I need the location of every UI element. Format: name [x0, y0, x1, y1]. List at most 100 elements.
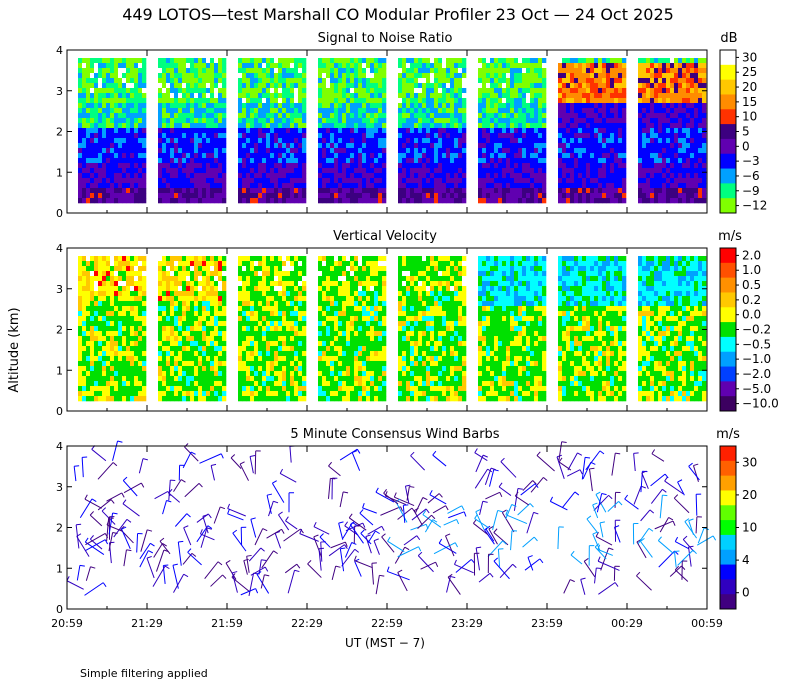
- heatmap-cell: [126, 381, 131, 387]
- heatmap-cell: [670, 93, 675, 99]
- heatmap-cell: [434, 73, 439, 79]
- heatmap-cell: [606, 173, 611, 179]
- heatmap-cell: [454, 78, 459, 84]
- heatmap-cell: [422, 58, 427, 64]
- y-tick-label: 1: [56, 166, 63, 179]
- heatmap-cell: [338, 123, 343, 129]
- heatmap-cell: [134, 281, 139, 287]
- heatmap-cell: [682, 178, 687, 184]
- heatmap-cell: [494, 158, 499, 164]
- heatmap-cell: [558, 83, 563, 89]
- heatmap-cell: [358, 168, 363, 174]
- heatmap-cell: [106, 163, 111, 169]
- heatmap-cell: [338, 128, 343, 134]
- heatmap-cell: [398, 128, 403, 134]
- heatmap-cell: [190, 88, 195, 94]
- heatmap-cell: [406, 163, 411, 169]
- heatmap-cell: [518, 188, 523, 194]
- heatmap-cell: [414, 88, 419, 94]
- heatmap-cell: [562, 118, 567, 124]
- heatmap-cell: [462, 178, 467, 184]
- heatmap-cell: [290, 193, 295, 199]
- heatmap-cell: [582, 78, 587, 84]
- heatmap-cell: [538, 198, 543, 204]
- heatmap-cell: [102, 188, 107, 194]
- heatmap-cell: [210, 178, 215, 184]
- heatmap-cell: [274, 138, 279, 144]
- heatmap-cell: [182, 276, 187, 282]
- heatmap-cell: [518, 93, 523, 99]
- heatmap-cell: [638, 108, 643, 114]
- heatmap-cell: [526, 148, 531, 154]
- heatmap-cell: [382, 118, 387, 124]
- heatmap-cell: [598, 118, 603, 124]
- heatmap-cell: [434, 158, 439, 164]
- heatmap-cell: [250, 128, 255, 134]
- heatmap-cell: [270, 148, 275, 154]
- heatmap-cell: [282, 138, 287, 144]
- heatmap-cell: [610, 148, 615, 154]
- heatmap-cell: [622, 163, 627, 169]
- heatmap-cell: [354, 58, 359, 64]
- heatmap-cell: [370, 98, 375, 104]
- heatmap-cell: [114, 356, 119, 362]
- heatmap-cell: [346, 83, 351, 89]
- heatmap-cell: [530, 123, 535, 129]
- heatmap-cell: [206, 306, 211, 312]
- heatmap-cell: [494, 193, 499, 199]
- heatmap-cell: [374, 143, 379, 149]
- heatmap-cell: [526, 78, 531, 84]
- heatmap-cell: [102, 68, 107, 74]
- heatmap-cell: [430, 98, 435, 104]
- heatmap-cell: [270, 193, 275, 199]
- heatmap-cell: [502, 188, 507, 194]
- heatmap-cell: [158, 301, 163, 307]
- heatmap-cell: [346, 198, 351, 204]
- heatmap-cell: [682, 73, 687, 79]
- heatmap-cell: [102, 331, 107, 337]
- heatmap-cell: [174, 311, 179, 317]
- heatmap-cell: [78, 78, 83, 84]
- heatmap-cell: [238, 198, 243, 204]
- heatmap-cell: [506, 108, 511, 114]
- heatmap-cell: [482, 93, 487, 99]
- heatmap-cell: [566, 78, 571, 84]
- heatmap-cell: [98, 291, 103, 297]
- heatmap-cell: [518, 68, 523, 74]
- heatmap-cell: [302, 88, 307, 94]
- heatmap-cell: [106, 336, 111, 342]
- heatmap-cell: [698, 183, 703, 189]
- heatmap-cell: [110, 356, 115, 362]
- heatmap-cell: [194, 296, 199, 302]
- heatmap-cell: [694, 173, 699, 179]
- heatmap-cell: [538, 93, 543, 99]
- heatmap-cell: [338, 93, 343, 99]
- heatmap-cell: [686, 118, 691, 124]
- heatmap-cell: [494, 108, 499, 114]
- heatmap-cell: [642, 78, 647, 84]
- heatmap-cell: [594, 118, 599, 124]
- heatmap-cell: [250, 93, 255, 99]
- heatmap-cell: [358, 88, 363, 94]
- heatmap-cell: [258, 98, 263, 104]
- heatmap-cell: [318, 193, 323, 199]
- heatmap-cell: [570, 138, 575, 144]
- heatmap-cell: [246, 153, 251, 159]
- heatmap-cell: [250, 78, 255, 84]
- heatmap-cell: [106, 366, 111, 372]
- heatmap-cell: [522, 88, 527, 94]
- heatmap-cell: [430, 173, 435, 179]
- heatmap-cell: [142, 326, 147, 332]
- heatmap-cell: [418, 168, 423, 174]
- heatmap-cell: [94, 306, 99, 312]
- heatmap-cell: [282, 108, 287, 114]
- heatmap-cell: [122, 188, 127, 194]
- heatmap-cell: [514, 193, 519, 199]
- heatmap-cell: [138, 73, 143, 79]
- heatmap-cell: [218, 371, 223, 377]
- heatmap-cell: [650, 128, 655, 134]
- heatmap-cell: [530, 93, 535, 99]
- heatmap-cell: [426, 183, 431, 189]
- heatmap-cell: [334, 178, 339, 184]
- heatmap-cell: [198, 193, 203, 199]
